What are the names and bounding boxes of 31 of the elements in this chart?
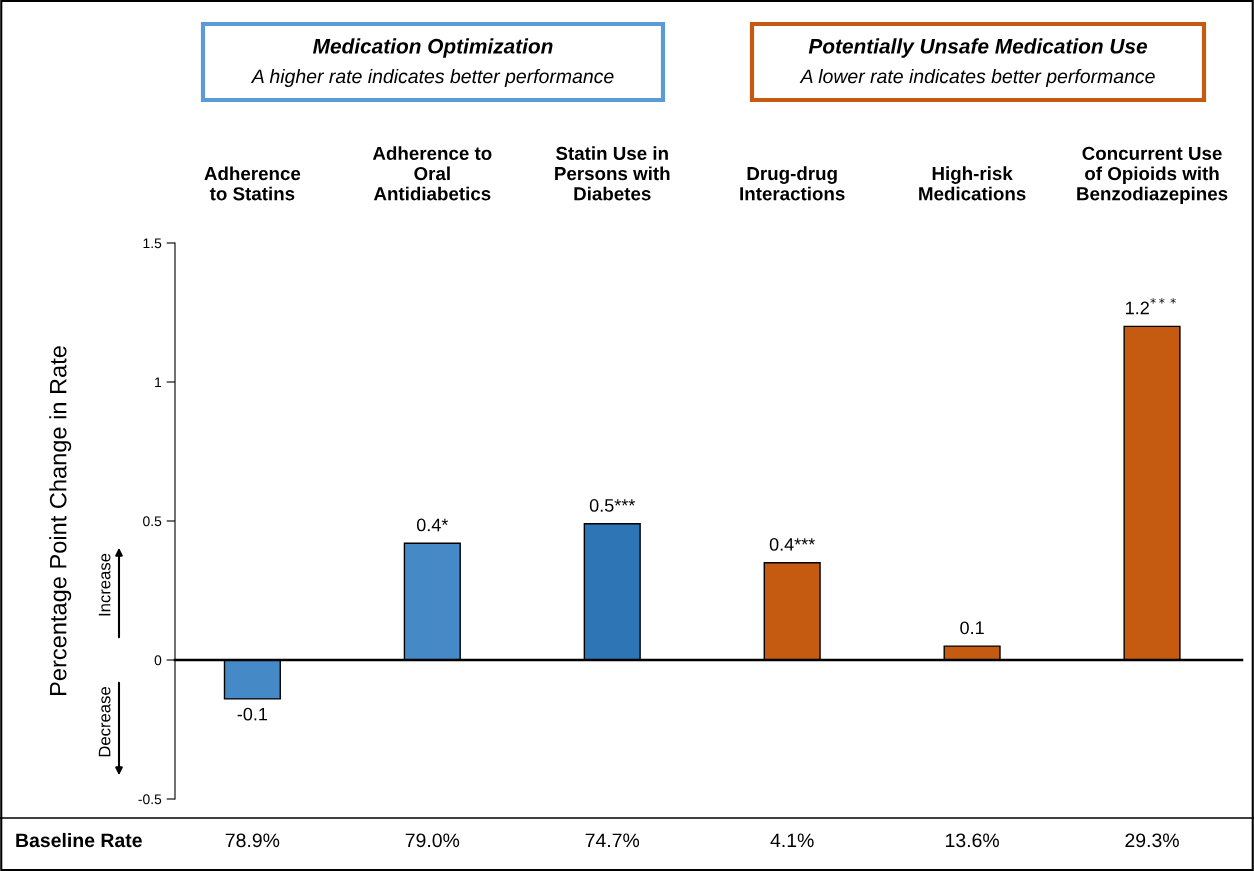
y-axis-title: Percentage Point Change in Rate: [49, 346, 72, 695]
text: 78.9%: [225, 833, 280, 848]
data-label: -0.1: [237, 707, 268, 721]
text: Decrease: [98, 687, 111, 757]
x-tick-label: Statin Use in Persons with Diabetes: [555, 146, 670, 201]
text: 29.3%: [1125, 833, 1179, 848]
data-label: 0.1: [960, 621, 984, 635]
x-tick-label: Adherence to Statins: [204, 166, 301, 201]
text: Increase: [98, 553, 111, 616]
text: Potentially Unsafe Medication Use: [808, 38, 1148, 58]
text: 74.7%: [585, 833, 640, 848]
text: 13.6%: [946, 833, 999, 848]
text: Medication Optimization: [313, 38, 553, 58]
text: A higher rate indicates better performance: [250, 68, 614, 88]
y-tick-label: 1.5: [143, 238, 162, 249]
y-tick-label: 1: [155, 377, 162, 388]
data-label: 1.2$^{***}$: [1126, 297, 1176, 315]
x-tick-label: Concurrent Use of Opioids with Benzodiazepines: [1077, 146, 1228, 205]
x-tick-label: Drug-drug Interactions: [740, 166, 845, 201]
text: 4.1%: [770, 833, 814, 848]
data-label: 0.4***: [769, 538, 815, 551]
data-label: 0.4*: [416, 518, 449, 532]
text: A lower rate indicates better performance: [799, 68, 1155, 88]
text: 79.0%: [405, 833, 460, 848]
y-tick-label: -0.5: [138, 794, 162, 805]
y-tick-label: 0: [154, 655, 162, 666]
text: Baseline Rate: [16, 832, 142, 848]
y-tick-label: 0.5: [143, 516, 162, 527]
x-tick-label: Adherence to Oral Antidiabetics: [372, 146, 492, 201]
data-label: 0.5***: [589, 499, 636, 512]
x-tick-label: High-risk Medications: [919, 166, 1026, 201]
